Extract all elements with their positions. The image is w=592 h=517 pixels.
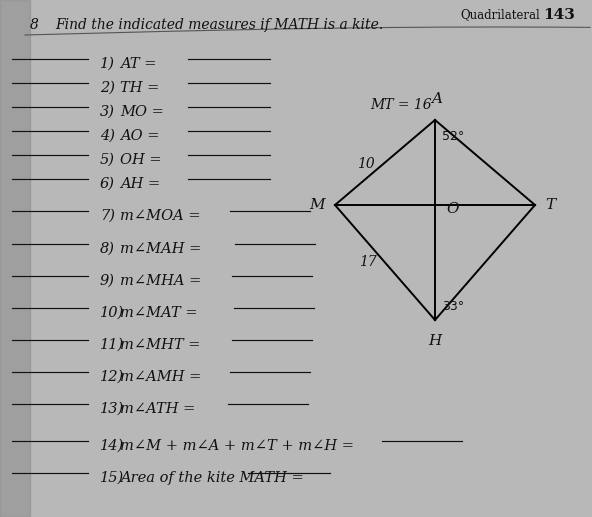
Text: m∠MAH =: m∠MAH =: [120, 242, 201, 256]
Text: MT = 16: MT = 16: [370, 98, 432, 112]
Text: 17: 17: [359, 255, 377, 269]
Text: 2): 2): [100, 81, 115, 95]
Text: m∠MHA =: m∠MHA =: [120, 274, 201, 288]
Text: Find the indicated measures if MATH is a kite.: Find the indicated measures if MATH is a…: [55, 18, 383, 32]
Text: AH =: AH =: [120, 177, 160, 191]
Text: MO =: MO =: [120, 105, 164, 119]
Text: 9): 9): [100, 274, 115, 288]
Text: A: A: [432, 92, 442, 106]
Text: T: T: [545, 198, 555, 212]
Text: M: M: [310, 198, 325, 212]
Text: 11): 11): [100, 338, 124, 352]
Text: 6): 6): [100, 177, 115, 191]
Text: O: O: [446, 202, 458, 216]
Text: m∠MAT =: m∠MAT =: [120, 306, 198, 320]
Text: 10): 10): [100, 306, 124, 320]
Text: m∠MHT =: m∠MHT =: [120, 338, 201, 352]
Text: 8: 8: [30, 18, 39, 32]
Text: 5): 5): [100, 153, 115, 167]
Text: Quadrilateral: Quadrilateral: [460, 8, 540, 21]
Text: 13): 13): [100, 402, 124, 416]
Text: 52°: 52°: [442, 130, 464, 143]
Text: AT =: AT =: [120, 57, 156, 71]
Text: Area of the kite MATH =: Area of the kite MATH =: [120, 471, 304, 485]
Text: 14): 14): [100, 439, 124, 453]
Text: 1): 1): [100, 57, 115, 71]
Text: 4): 4): [100, 129, 115, 143]
Text: 15): 15): [100, 471, 124, 485]
Text: OH =: OH =: [120, 153, 162, 167]
Text: TH =: TH =: [120, 81, 159, 95]
Text: 12): 12): [100, 370, 124, 384]
Text: 10: 10: [357, 158, 375, 172]
Text: 3): 3): [100, 105, 115, 119]
Text: H: H: [429, 334, 442, 348]
Text: m∠M + m∠A + m∠T + m∠H =: m∠M + m∠A + m∠T + m∠H =: [120, 439, 354, 453]
Text: 33°: 33°: [442, 300, 464, 313]
Text: m∠AMH =: m∠AMH =: [120, 370, 201, 384]
Text: AO =: AO =: [120, 129, 159, 143]
Text: m∠MOA =: m∠MOA =: [120, 209, 201, 223]
Text: m∠ATH =: m∠ATH =: [120, 402, 195, 416]
Text: 143: 143: [543, 8, 575, 22]
Text: 7): 7): [100, 209, 115, 223]
Text: 8): 8): [100, 242, 115, 256]
